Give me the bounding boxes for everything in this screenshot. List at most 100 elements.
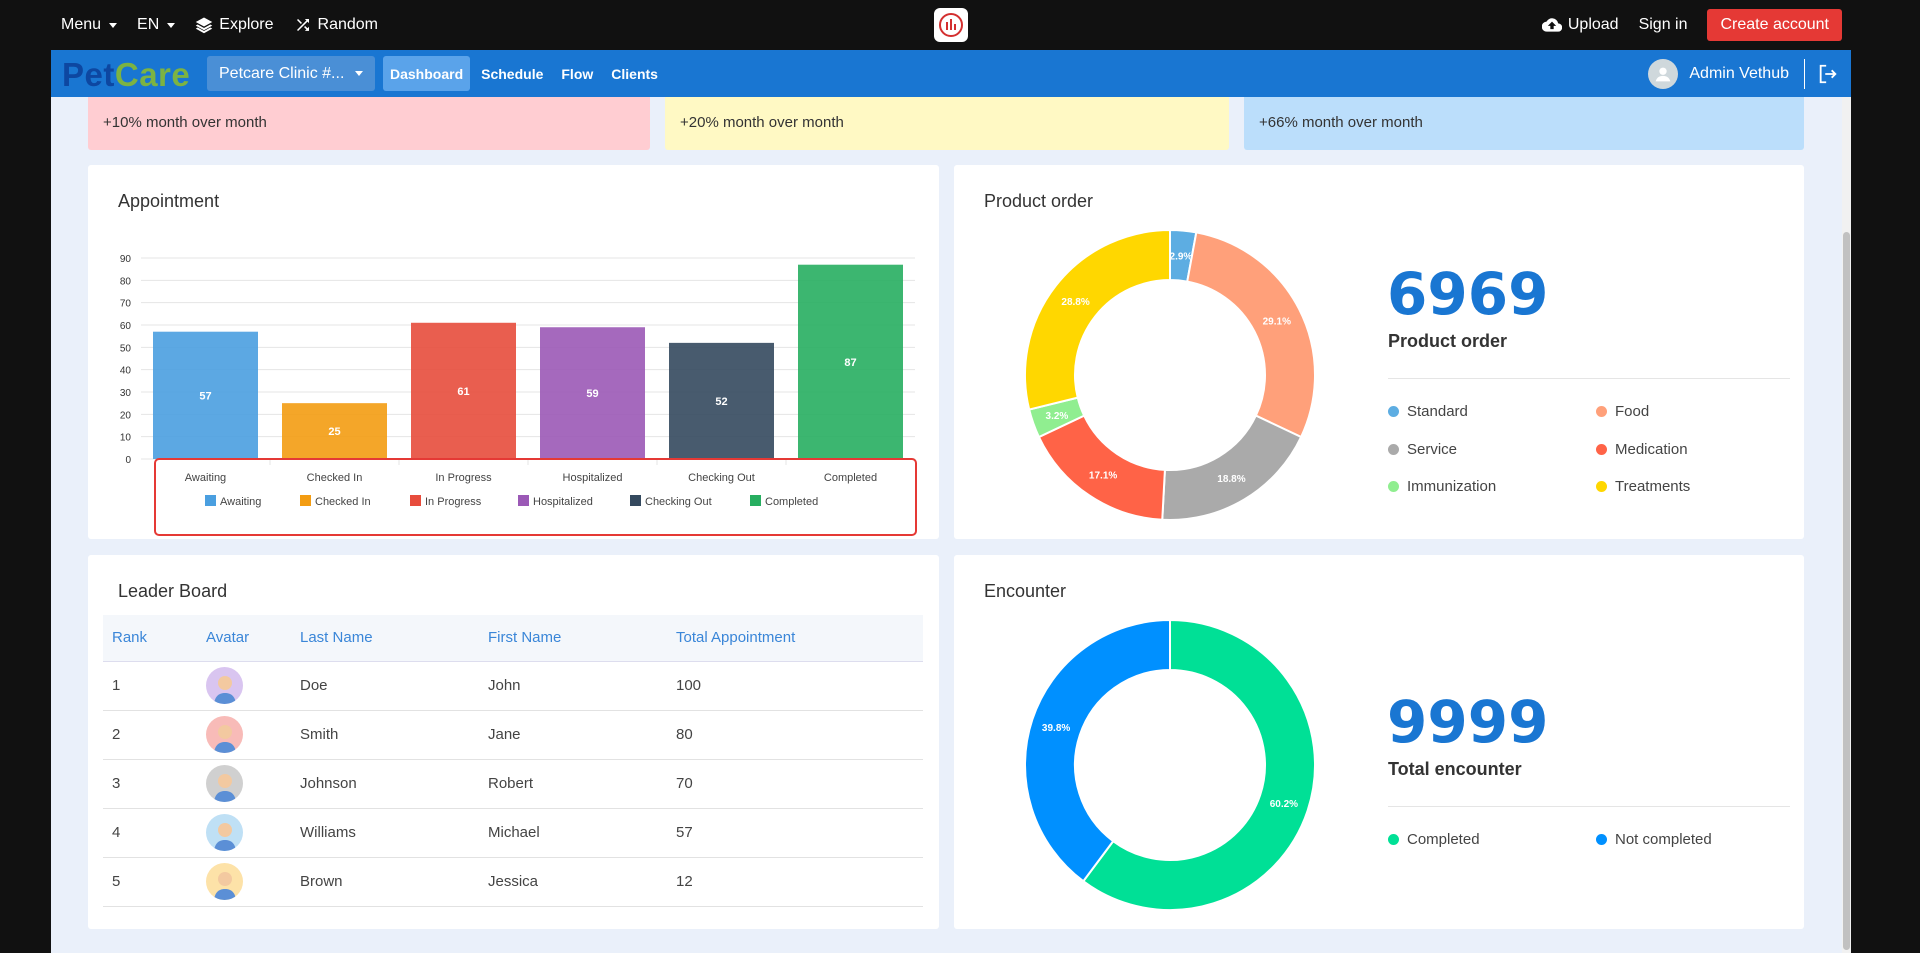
donut-slice[interactable] [1081,619,1316,911]
cell-first-name: Michael [479,808,667,858]
product-order-donut: 2.9% 29.1% 18.8% 17.1% 3.2% 28.8% [1024,229,1316,521]
legend-service[interactable]: Service [1388,441,1457,458]
table-row[interactable]: 2 Smith Jane 80 [103,710,923,760]
scrollbar-thumb[interactable] [1843,232,1850,950]
legend-swatch [205,495,216,506]
header-total[interactable]: Total Appointment [667,615,923,662]
table-row[interactable]: 1 Doe John 100 [103,661,923,711]
upload-link[interactable]: Upload [1541,16,1619,34]
cell-first-name: Robert [479,759,667,809]
y-tick-label: 40 [120,366,132,377]
cell-rank: 2 [103,710,197,760]
legend-standard[interactable]: Standard [1388,403,1468,420]
person-avatar-icon [213,823,236,851]
table-row[interactable]: 4 Williams Michael 57 [103,808,923,858]
header-first-name[interactable]: First Name [479,615,667,662]
table-row[interactable]: 5 Brown Jessica 12 [103,857,923,907]
header-rank[interactable]: Rank [103,615,197,662]
y-tick-label: 90 [120,254,132,265]
slice-label: 2.9% [1170,251,1193,262]
cell-total: 70 [667,759,923,809]
cell-avatar [197,710,291,760]
header-last-name[interactable]: Last Name [291,615,479,662]
clinic-label: Petcare Clinic #... [219,64,345,82]
site-logo[interactable] [934,8,968,42]
nav-dashboard[interactable]: Dashboard [383,56,471,91]
donut-slice[interactable] [1024,229,1171,411]
y-tick-label: 70 [120,299,132,310]
cell-last-name: Smith [291,710,479,760]
cell-last-name: Williams [291,808,479,858]
appointment-card: Appointment 0 10 20 30 40 50 60 70 80 90 57 Awaitin… [88,165,939,539]
random-link[interactable]: Random [294,16,378,34]
bar-value-label: 52 [715,396,727,408]
user-name: Admin Vethub [1689,64,1789,82]
create-account-button[interactable]: Create account [1707,9,1842,41]
donut-slice[interactable] [1186,231,1316,439]
cell-avatar [197,857,291,907]
bar [669,342,774,459]
app-window: PetCare Petcare Clinic #... Dashboard Sc… [51,50,1851,953]
signin-link[interactable]: Sign in [1639,16,1688,34]
clinic-select[interactable]: Petcare Clinic #... [207,56,375,91]
legend-swatch [518,495,529,506]
legend-dot [1388,444,1399,455]
legend-dot [1596,834,1607,845]
legend-not-completed[interactable]: Not completed [1596,831,1712,848]
legend-swatch [630,495,641,506]
nav-clients[interactable]: Clients [611,65,658,82]
legend-immunization[interactable]: Immunization [1388,478,1496,495]
logout-icon[interactable] [1817,63,1839,85]
legend-completed[interactable]: Completed [1388,831,1480,848]
x-tick-label: Checking Out [688,472,755,484]
avatar [206,765,243,802]
language-select[interactable]: EN [137,16,176,34]
legend-food[interactable]: Food [1596,403,1649,420]
legend-label: Hospitalized [533,496,593,508]
cell-last-name: Brown [291,857,479,907]
donut-slice[interactable] [1161,414,1303,521]
legend-label: Immunization [1407,478,1497,495]
cell-avatar [197,661,291,711]
cell-total: 12 [667,857,923,907]
legend-label: Checking Out [645,496,712,508]
encounter-card: Encounter 60.2% 39.8% 9999 Total encounte… [954,555,1804,929]
cell-first-name: Jane [479,710,667,760]
legend-dot [1388,834,1399,845]
explore-label: Explore [219,16,274,33]
legend-dot [1596,481,1607,492]
donut-slice[interactable] [1024,619,1171,883]
legend-treatments[interactable]: Treatments [1596,478,1690,495]
bar [153,331,258,459]
donut-slice[interactable] [1037,414,1166,521]
legend-dot [1596,406,1607,417]
petcare-logo[interactable]: PetCare [62,56,190,94]
random-label: Random [317,16,378,33]
language-label: EN [137,16,160,33]
upload-label: Upload [1567,16,1619,33]
person-avatar-icon [213,676,236,704]
legend-swatch [750,495,761,506]
table-row[interactable]: 3 Johnson Robert 70 [103,759,923,809]
cloud-upload-icon [1541,18,1562,32]
legend-dot [1388,406,1399,417]
bar-value-label: 61 [457,386,469,398]
explore-link[interactable]: Explore [195,16,274,34]
slice-label: 17.1% [1089,471,1117,482]
legend-label: In Progress [425,496,482,508]
cell-total: 57 [667,808,923,858]
legend-label: Food [1615,403,1650,420]
nav-flow[interactable]: Flow [561,65,594,82]
appointment-bar-chart: 0 10 20 30 40 50 60 70 80 90 57 Awaiting 25 Checked I… [120,254,915,508]
y-tick-label: 50 [120,343,132,354]
shuffle-icon [296,19,309,31]
legend-label: Treatments [1615,478,1691,495]
header-avatar[interactable]: Avatar [197,615,291,662]
legend-medication[interactable]: Medication [1596,441,1688,458]
product-order-count: 6969 [1387,260,1549,328]
legend-label: Not completed [1615,831,1712,848]
menu-button[interactable]: Menu [61,16,118,34]
nav-schedule[interactable]: Schedule [481,65,544,82]
brand-care: Care [114,56,191,93]
user-menu[interactable]: Admin Vethub [1648,50,1851,97]
